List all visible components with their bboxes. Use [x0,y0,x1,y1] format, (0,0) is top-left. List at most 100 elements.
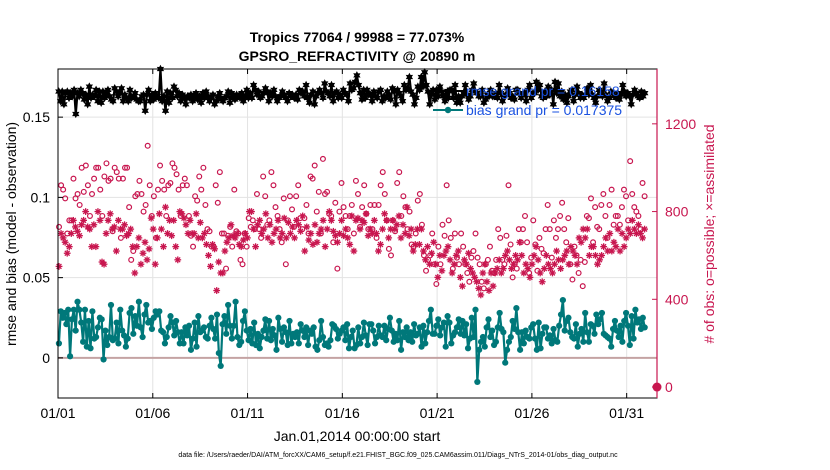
obs-assimilated-point [557,265,565,272]
obs-assimilated-point [86,225,94,233]
obs-assimilated-point [137,260,145,268]
rmse-point [405,72,414,82]
obs-possible-point [608,186,615,193]
obs-assimilated-point [237,243,245,251]
obs-assimilated-point [489,282,497,290]
obs-assimilated-point [395,212,403,220]
bias-point [221,313,228,320]
obs-possible-point [464,269,471,276]
bias-point [476,346,483,353]
bias-point [232,298,239,305]
obs-possible-point [629,191,636,198]
bias-point [111,335,118,342]
obs-possible-point [618,204,625,211]
obs-assimilated-point [268,238,276,246]
obs-possible-point [84,182,91,189]
obs-assimilated-point [182,221,190,229]
obs-assimilated-point [205,252,212,259]
rmse-point [182,100,190,109]
obs-possible-point [171,164,178,171]
obs-assimilated-point [418,225,425,233]
obs-possible-point [216,169,223,176]
obs-assimilated-point [55,263,63,270]
rmse-point [144,85,153,95]
obs-possible-point [476,261,483,268]
bias-point [522,327,529,334]
obs-assimilated-point [458,282,466,290]
bias-point [502,359,509,366]
bias-point [117,306,124,313]
rmse-point [343,90,351,99]
obs-assimilated-point [612,243,620,251]
obs-possible-point [423,267,430,274]
bias-point [76,306,83,313]
bias-point [141,311,148,318]
y-right-tick-label: 0 [665,379,673,395]
y-right-tick-label: 400 [665,291,689,307]
obs-possible-point [229,243,236,250]
bias-point [159,329,167,336]
bias-point [275,314,282,321]
obs-assimilated-point [305,236,313,244]
obs-assimilated-point [61,238,69,246]
obs-assimilated-point [139,249,147,257]
obs-possible-point [101,173,108,180]
bias-point [258,333,265,341]
obs-assimilated-point [516,238,524,246]
y-tick-label: 0.05 [23,270,50,286]
obs-assimilated-point [157,225,165,233]
rmse-point [486,85,495,95]
bias-point [191,319,198,326]
bias-point [589,322,596,329]
obs-possible-point [103,160,110,167]
bias-point [347,333,354,341]
obs-possible-point [167,180,174,187]
obs-assimilated-point [274,216,282,224]
obs-assimilated-point [121,221,128,229]
obs-possible-point [107,175,114,182]
rmse-point [192,88,200,98]
bias-point [349,327,356,334]
obs-possible-point [610,221,617,228]
obs-assimilated-point [381,210,388,218]
obs-assimilated-point [65,243,73,251]
obs-assimilated-point [399,221,407,229]
obs-assimilated-point [262,210,270,218]
obs-assimilated-point [407,225,415,233]
obs-possible-point [183,182,190,189]
obs-assimilated-point [303,223,311,231]
bias-point [535,319,542,326]
obs-possible-point [293,193,300,200]
bias-point [93,333,100,341]
obs-assimilated-point [203,241,210,248]
rmse-point [368,96,376,106]
bias-point [611,317,619,325]
obs-assimilated-point [248,208,255,215]
obs-possible-point [602,212,609,219]
obs-possible-point [513,265,520,272]
bias-point [204,335,211,342]
obs-possible-point [557,212,564,219]
obs-assimilated-point [438,267,446,275]
obs-assimilated-point [639,234,646,242]
bias-point [487,333,494,341]
obs-assimilated-point [272,225,280,233]
bias-point [472,306,479,313]
x-tick-label: 01/11 [231,405,265,421]
bias-point [278,338,286,345]
obs-possible-point [458,230,465,237]
obs-possible-point [352,177,359,184]
obs-assimilated-point [321,243,329,251]
obs-possible-point [239,261,246,268]
obs-assimilated-point [69,216,77,224]
obs-assimilated-point [428,249,436,257]
obs-assimilated-point [518,252,526,259]
obs-possible-point [253,191,260,198]
obs-assimilated-point [602,234,610,242]
bias-point [375,322,382,329]
obs-assimilated-point [477,291,485,299]
obs-assimilated-point [160,243,167,251]
obs-assimilated-point [614,225,622,233]
bias-point [280,324,288,331]
bias-point [305,341,312,349]
